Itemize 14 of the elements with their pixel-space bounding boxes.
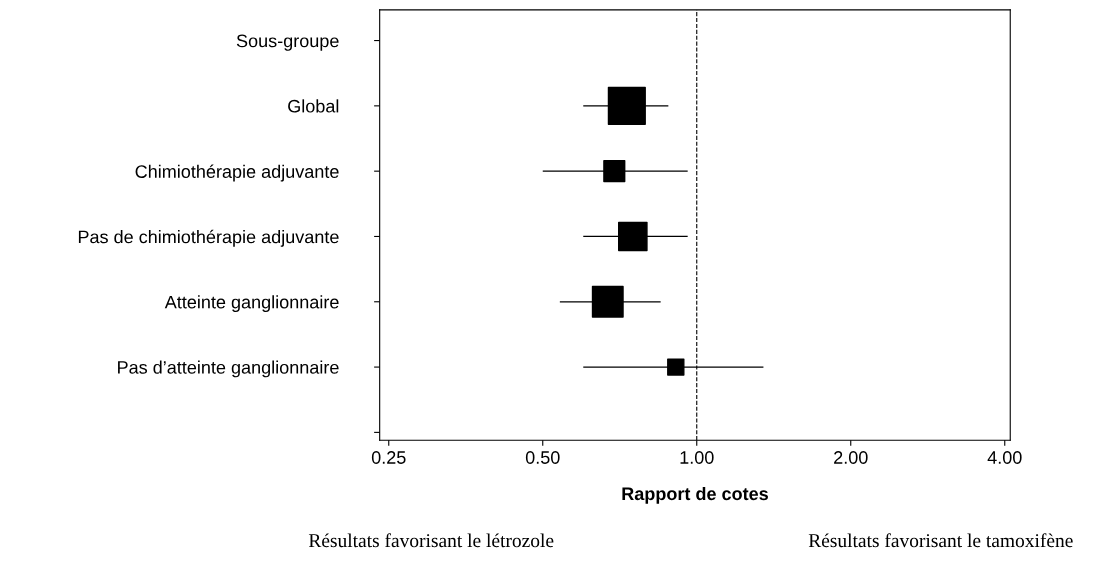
y-tick-label: Atteinte ganglionnaire: [164, 295, 339, 313]
x-tick-label: 0.50: [525, 451, 560, 464]
text: Résultats favorisant le tamoxifène: [808, 533, 1073, 548]
x-axis-title: Rapport de cotes: [622, 486, 768, 504]
x-tick-label: 2.00: [834, 451, 868, 464]
x-tick-label: 1.00: [680, 451, 714, 464]
x-tick-label: 4.00: [987, 451, 1022, 464]
y-tick-label: Chimiothérapie adjuvante: [135, 164, 339, 182]
y-tick-label: Sous-groupe: [236, 34, 339, 51]
x-tick-label: 0.25: [371, 451, 406, 464]
y-tick-label: Pas d’atteinte ganglionnaire: [118, 360, 339, 378]
y-tick-label: Pas de chimiothérapie adjuvante: [78, 229, 339, 247]
text: Résultats favorisant le létrozole: [308, 533, 554, 548]
y-tick-label: Global: [288, 99, 339, 113]
